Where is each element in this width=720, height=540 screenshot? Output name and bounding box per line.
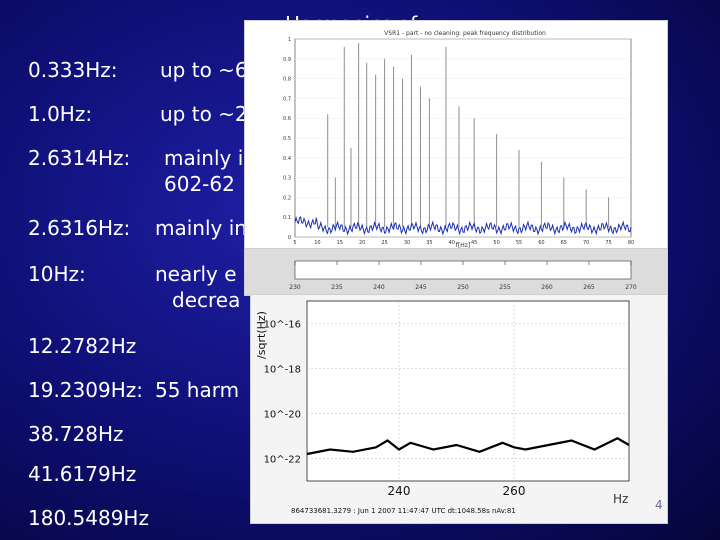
peak-y-tick-label: 0.9 <box>283 57 291 63</box>
strip-tick-label: 260 <box>541 284 553 291</box>
strip-tick-label: 250 <box>457 284 469 291</box>
strip-tick-label: 240 <box>373 284 385 291</box>
row-8-freq: 41.6179Hz <box>28 462 137 486</box>
peak-x-tick-label: 25 <box>381 240 387 246</box>
row-3-text: mainly in <box>155 216 247 240</box>
row-2-text2: 602-62 <box>164 172 235 196</box>
peak-y-tick-label: 0.5 <box>283 136 291 142</box>
frequency-axis-chart: 230 235 240 245 250 255 260 265 270 <box>289 260 637 291</box>
peak-x-tick-label: 45 <box>471 240 477 246</box>
peak-x-tick-label: 55 <box>516 240 522 246</box>
frequency-axis-strip: 230 235 240 245 250 255 260 265 270 <box>244 248 668 296</box>
strip-tick-label: 235 <box>331 284 343 291</box>
peak-x-tick-label: 15 <box>337 240 343 246</box>
row-6-freq: 19.2309Hz: <box>28 378 143 402</box>
peak-x-tick-label: 70 <box>583 240 589 246</box>
peak-noise-trace <box>294 215 632 236</box>
row-5-freq: 12.2782Hz <box>28 334 137 358</box>
peak-x-tick-label: 40 <box>449 240 455 246</box>
row-9-freq: 180.5489Hz <box>28 506 149 530</box>
peak-y-tick-label: 0.3 <box>283 176 291 182</box>
peak-y-tick-label: 0.1 <box>283 215 291 221</box>
strip-tick-label: 245 <box>415 284 427 291</box>
strip-tick-label: 255 <box>499 284 511 291</box>
spectrum-x-tick-label: 260 <box>503 484 526 498</box>
peak-y-tick-label: 0.7 <box>283 96 291 102</box>
spectrum-y-tick-label: 10^-18 <box>264 365 301 376</box>
row-1-text: up to ~2 <box>160 102 248 126</box>
spectrum-trace <box>306 437 630 456</box>
peak-x-tick-label: 60 <box>538 240 544 246</box>
row-0-text: up to ~6 <box>160 58 248 82</box>
strip-tick-label: 270 <box>625 284 637 291</box>
peak-x-tick-label: 65 <box>561 240 567 246</box>
peak-y-tick-label: 0.8 <box>283 77 291 83</box>
row-2-text: mainly i <box>164 146 244 170</box>
row-7-freq: 38.728Hz <box>28 422 124 446</box>
row-1-freq: 1.0Hz: <box>28 102 93 126</box>
row-4-text2: decrea <box>172 288 241 312</box>
peak-x-tick-label: 30 <box>404 240 410 246</box>
peak-x-tick-label: 35 <box>426 240 432 246</box>
strip-tick-label: 230 <box>289 284 301 291</box>
peak-x-tick-label: 75 <box>605 240 611 246</box>
peak-y-tick-label: 1 <box>288 37 291 43</box>
row-0-freq: 0.333Hz: <box>28 58 118 82</box>
peak-chart-title: VSR1 - part - no cleaning: peak frequenc… <box>384 30 546 37</box>
spectrum-caption: 864733681.3279 : Jun 1 2007 11:47:47 UTC… <box>291 507 516 515</box>
row-4-freq: 10Hz: <box>28 262 86 286</box>
peak-x-tick-label: 10 <box>314 240 320 246</box>
spectrum-chart: /sqrt(Hz) 10^-16 10^-18 10^-20 10^-22 240 260… <box>255 300 663 515</box>
peak-x-label: f[Hz] <box>456 242 470 249</box>
strip-tick-label: 265 <box>583 284 595 291</box>
spectrum-y-tick-label: 10^-16 <box>264 320 301 331</box>
peak-distribution-chart: VSR1 - part - no cleaning: peak frequenc… <box>283 30 634 249</box>
spectrum-x-unit: Hz <box>613 492 628 506</box>
peak-x-tick-label: 5 <box>293 240 296 246</box>
row-2-freq: 2.6314Hz: <box>28 146 131 170</box>
peak-y-tick-label: 0.6 <box>283 116 291 122</box>
spectrum-figure: /sqrt(Hz) 10^-16 10^-18 10^-20 10^-22 240 260… <box>250 294 668 524</box>
peak-y-tick-label: 0.2 <box>283 195 291 201</box>
row-4-text: nearly e <box>155 262 237 286</box>
row-6-text: 55 harm <box>155 378 240 402</box>
spectrum-y-tick-label: 10^-22 <box>264 455 301 466</box>
peak-x-tick-label: 80 <box>628 240 634 246</box>
peak-distribution-figure: VSR1 - part - no cleaning: peak frequenc… <box>244 20 668 250</box>
spectrum-x-tick-label: 240 <box>388 484 411 498</box>
spectrum-y-tick-label: 10^-20 <box>264 410 301 421</box>
row-3-freq: 2.6316Hz: <box>28 216 131 240</box>
peak-y-tick-label: 0 <box>288 235 291 241</box>
slide-number: 4 <box>655 498 663 512</box>
peak-x-tick-label: 20 <box>359 240 365 246</box>
peak-x-tick-label: 50 <box>493 240 499 246</box>
spectrum-plot-area <box>306 300 630 482</box>
peak-y-tick-label: 0.4 <box>283 156 291 162</box>
spectrum-y-label: /sqrt(Hz) <box>255 311 268 359</box>
